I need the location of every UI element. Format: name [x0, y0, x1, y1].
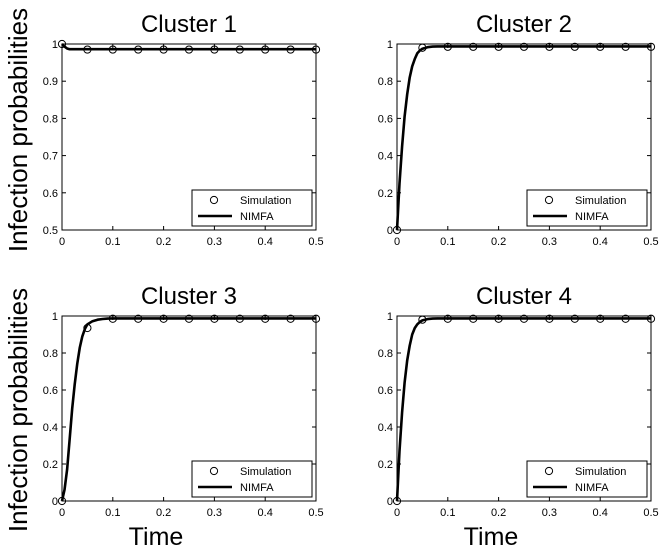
legend: Simulation NIMFA [526, 189, 648, 227]
panel-cluster-1: Cluster 1 0 0.1 0.2 0.3 0.4 0.5 0.5 0.6 0.7 0.8 0.9… [43, 11, 324, 248]
panel-cluster-2: Cluster 2 0 0.1 0.2 0.3 0.4 0.5 0 0.2 0.4 0.6 0.8 1 S… [378, 11, 659, 248]
y-tick-label: 0.2 [378, 459, 393, 471]
x-tick-label: 0 [59, 236, 65, 248]
y-tick-label: 0.6 [43, 385, 58, 397]
y-tick-label: 0.8 [378, 76, 393, 88]
legend-entry-nimfa: NIMFA [575, 482, 609, 494]
x-tick-label: 0.4 [593, 236, 608, 248]
y-tick-label: 0.4 [378, 422, 393, 434]
x-tick-label: 0.2 [491, 236, 506, 248]
legend-simulation-marker [209, 195, 219, 205]
x-tick-label: 0.1 [105, 236, 120, 248]
axes-box [61, 43, 317, 231]
x-tick-label: 0 [59, 507, 65, 519]
x-tick-label: 0.5 [308, 236, 323, 248]
y-tick-label: 0.6 [43, 188, 58, 200]
x-axis-label-right: Time [464, 523, 519, 550]
panel-title: Cluster 2 [476, 11, 572, 38]
x-tick-label: 0.2 [156, 507, 171, 519]
axes-box [61, 315, 317, 502]
x-tick-label: 0.1 [440, 507, 455, 519]
nimfa-line [60, 317, 316, 502]
x-tick-label: 0.3 [207, 507, 222, 519]
x-tick-label: 0 [394, 236, 400, 248]
simulation-point [57, 39, 67, 49]
legend: Simulation NIMFA [191, 460, 313, 498]
legend-entry-simulation: Simulation [575, 466, 626, 478]
y-axis-label-bottom: Infection probabilities [3, 288, 33, 532]
legend-entry-nimfa: NIMFA [240, 211, 274, 223]
x-tick-label: 0.5 [308, 507, 323, 519]
y-tick-label: 0.6 [378, 385, 393, 397]
y-tick-label: 0 [387, 225, 393, 237]
y-tick-label: 0.5 [43, 225, 58, 237]
x-tick-label: 0.2 [491, 507, 506, 519]
y-tick-label: 0.8 [43, 113, 58, 125]
panel-title: Cluster 3 [141, 283, 237, 310]
x-tick-label: 0.1 [440, 236, 455, 248]
legend-entry-nimfa: NIMFA [575, 211, 609, 223]
y-tick-label: 1 [52, 311, 58, 323]
panel-cluster-3: Cluster 3 0 0.1 0.2 0.3 0.4 0.5 0 0.2 0.4 0.6 0.8 1 S… [43, 283, 324, 519]
nimfa-line [395, 45, 651, 231]
legend-simulation-marker [544, 195, 554, 205]
legend-entry-nimfa: NIMFA [240, 482, 274, 494]
panel-cluster-4: Cluster 4 0 0.1 0.2 0.3 0.4 0.5 0 0.2 0.4 0.6 0.8 1 S… [378, 283, 659, 519]
x-tick-label: 0.4 [258, 236, 273, 248]
x-tick-label: 0.5 [643, 236, 658, 248]
y-tick-label: 0.9 [43, 76, 58, 88]
x-tick-label: 0.2 [156, 236, 171, 248]
y-tick-label: 0.4 [43, 422, 58, 434]
legend-simulation-marker [209, 466, 219, 476]
y-tick-label: 0.7 [43, 151, 58, 163]
y-tick-label: 0 [52, 496, 58, 508]
y-tick-label: 0.6 [378, 113, 393, 125]
legend-entry-simulation: Simulation [240, 195, 291, 207]
legend-box [191, 189, 313, 227]
y-tick-label: 1 [387, 39, 393, 51]
legend-box [191, 460, 313, 498]
legend: Simulation NIMFA [191, 189, 313, 227]
y-tick-label: 0.2 [43, 459, 58, 471]
legend-entry-simulation: Simulation [575, 195, 626, 207]
x-tick-label: 0.5 [643, 507, 658, 519]
x-tick-label: 0.3 [542, 507, 557, 519]
x-tick-label: 0.3 [207, 236, 222, 248]
panel-title: Cluster 1 [141, 11, 237, 38]
axes-box [396, 315, 652, 502]
legend: Simulation NIMFA [526, 460, 648, 498]
x-tick-label: 0.4 [593, 507, 608, 519]
nimfa-line [395, 317, 651, 502]
y-tick-label: 0.2 [378, 188, 393, 200]
panels: Cluster 1 0 0.1 0.2 0.3 0.4 0.5 0.5 0.6 0.7 0.8 0.9… [43, 11, 659, 519]
y-tick-label: 0.8 [43, 348, 58, 360]
x-axis-label-left: Time [129, 523, 184, 550]
y-tick-label: 1 [52, 39, 58, 51]
x-tick-label: 0 [394, 507, 400, 519]
y-tick-label: 1 [387, 311, 393, 323]
y-axis-label-top: Infection probabilities [3, 8, 33, 252]
x-tick-label: 0.1 [105, 507, 120, 519]
nimfa-line [61, 43, 316, 51]
legend-box [526, 189, 648, 227]
legend-box [526, 460, 648, 498]
legend-entry-simulation: Simulation [240, 466, 291, 478]
panel-title: Cluster 4 [476, 283, 572, 310]
y-tick-label: 0 [387, 496, 393, 508]
x-tick-label: 0.3 [542, 236, 557, 248]
axes-box [396, 43, 652, 231]
x-tick-label: 0.4 [258, 507, 273, 519]
y-tick-label: 0.4 [378, 151, 393, 163]
legend-simulation-marker [544, 466, 554, 476]
y-tick-label: 0.8 [378, 348, 393, 360]
